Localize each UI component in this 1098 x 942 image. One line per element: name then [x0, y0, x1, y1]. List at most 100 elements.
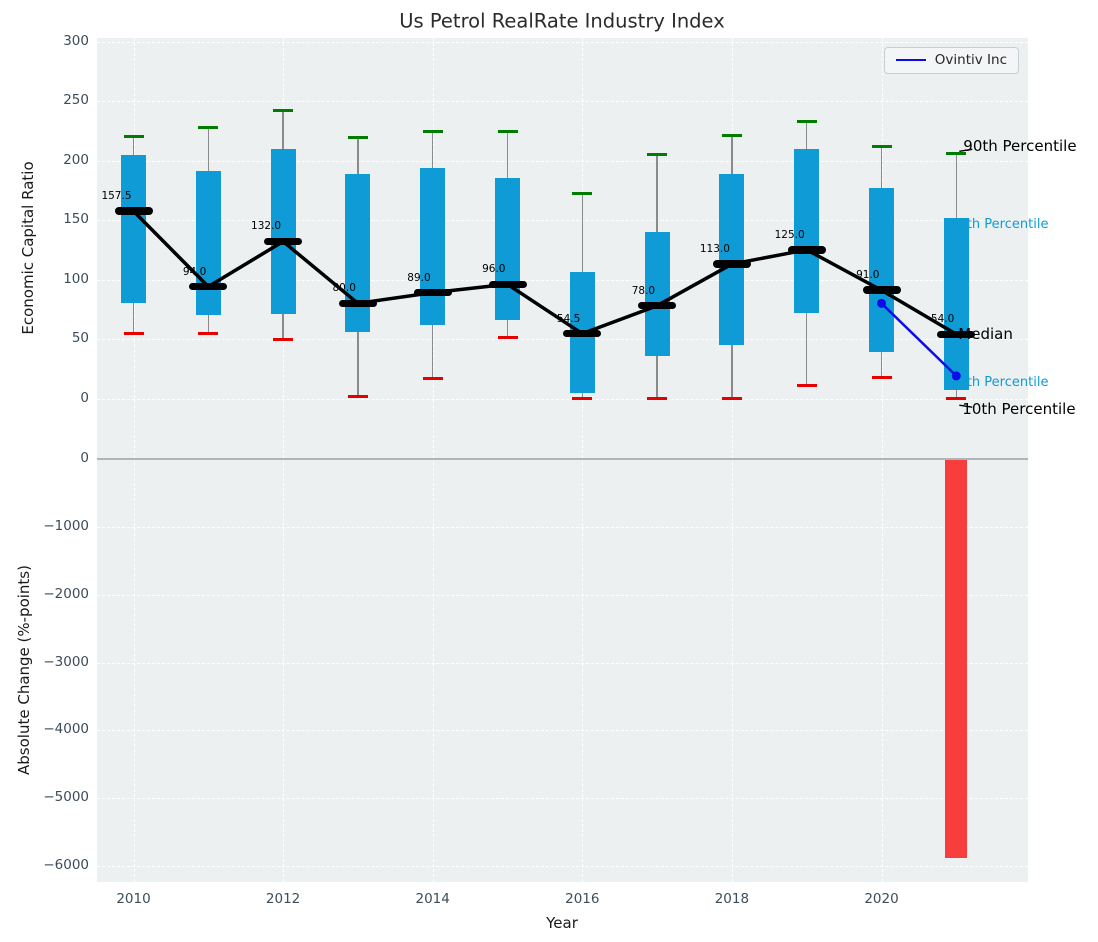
median-value-label-2010: 157.5 — [101, 190, 132, 203]
median-dash-2021 — [937, 330, 976, 338]
y-tick-label: −6000 — [43, 857, 89, 874]
p90-cap-2010 — [123, 135, 144, 139]
median-value-label-2012: 132.0 — [251, 220, 282, 233]
box-2011 — [195, 171, 221, 316]
gridline-h — [97, 41, 1028, 43]
x-tick-label: 2014 — [415, 891, 450, 907]
gridline-h — [97, 160, 1028, 162]
gridline-v — [582, 458, 584, 882]
gridline-v — [432, 458, 434, 882]
gridline-h — [97, 527, 1028, 529]
zero-baseline — [97, 457, 1028, 460]
boxplot-panel: Ovintiv Inc 0 50 100 150 200 250 300 157.5 94.0 1… — [63, 33, 1077, 458]
gridline-v — [283, 458, 285, 882]
top-y-axis-label: Economic Capital Ratio — [19, 161, 37, 335]
p10-cap-2015 — [497, 336, 518, 340]
median-value-label-2019: 125.0 — [774, 228, 805, 241]
y-tick-label: −1000 — [43, 518, 89, 535]
box-2020 — [869, 187, 894, 353]
p90-cap-2011 — [198, 125, 219, 129]
median-value-label-2013: 80.0 — [332, 282, 356, 295]
y-tick-label: −2000 — [43, 585, 89, 602]
median-dash-2018 — [712, 260, 751, 268]
company-line — [880, 302, 958, 377]
company-marker-2021 — [951, 371, 961, 381]
annotation-leader-line — [959, 404, 973, 408]
box-2012 — [270, 148, 296, 315]
median-dash-2014 — [413, 288, 452, 297]
legend-line-sample — [895, 59, 926, 61]
legend: Ovintiv Inc — [883, 47, 1019, 74]
x-tick-label: 2012 — [265, 891, 301, 907]
gridline-v — [731, 458, 733, 882]
p90-cap-2021 — [946, 151, 967, 155]
median-value-label-2020: 91.0 — [856, 269, 880, 282]
median-dash-2012 — [264, 237, 303, 246]
box-2018 — [719, 173, 745, 345]
box-2021 — [943, 217, 969, 391]
y-tick-label: 150 — [63, 211, 89, 228]
median-dash-2019 — [787, 246, 826, 254]
median-dash-2016 — [563, 329, 602, 338]
p10-cap-2016 — [572, 397, 593, 400]
y-tick-label: 200 — [63, 151, 89, 168]
annotation-leader-line — [959, 148, 973, 152]
median-dash-2015 — [488, 280, 527, 289]
gridline-h — [97, 730, 1028, 732]
gridline-h — [97, 798, 1028, 800]
p90-cap-2017 — [647, 153, 668, 157]
bar-2021 — [945, 459, 968, 858]
y-tick-label: 0 — [80, 389, 89, 406]
p90-cap-2018 — [721, 134, 742, 138]
annotation-10th-percentile: 10th Percentile — [962, 399, 1076, 418]
median-value-label-2014: 89.0 — [407, 271, 431, 284]
p90-cap-2015 — [497, 130, 518, 134]
p10-cap-2020 — [871, 375, 892, 379]
y-tick-label: 250 — [63, 92, 89, 109]
p90-cap-2014 — [422, 130, 443, 134]
annotation-90th-percentile: 90th Percentile — [963, 136, 1077, 155]
x-axis-label: Year — [546, 914, 578, 932]
y-tick-label: 100 — [63, 270, 89, 287]
x-tick-label: 2020 — [864, 891, 899, 907]
p10-cap-2013 — [347, 394, 368, 398]
annotation-median: Median — [958, 324, 1013, 343]
x-tick-label: 2010 — [116, 891, 151, 907]
chart-title: Us Petrol RealRate Industry Index — [399, 9, 725, 33]
company-marker-2020 — [877, 298, 886, 308]
p10-cap-2018 — [721, 397, 742, 400]
gridline-h — [97, 220, 1028, 222]
annotation-25th-percentile: 25th Percentile — [950, 374, 1049, 390]
y-tick-label: −3000 — [43, 653, 89, 670]
legend-label: Ovintiv Inc — [934, 52, 1007, 68]
gridline-h — [97, 398, 1028, 400]
y-tick-label: 0 — [80, 450, 89, 467]
p10-cap-2011 — [198, 331, 219, 335]
p90-cap-2016 — [572, 192, 593, 196]
median-value-label-2018: 113.0 — [699, 243, 730, 256]
gridline-h — [97, 866, 1028, 868]
median-value-label-2015: 96.0 — [482, 263, 506, 276]
x-tick-label: 2016 — [565, 891, 600, 907]
y-tick-label: −4000 — [43, 721, 89, 738]
p10-cap-2017 — [647, 397, 668, 400]
median-value-label-2021: 54.0 — [930, 313, 955, 326]
median-value-label-2016: 54.5 — [556, 312, 581, 325]
gridline-h — [97, 594, 1028, 596]
bottom-y-axis-label: Absolute Change (%-points) — [15, 565, 33, 775]
p10-cap-2010 — [123, 331, 144, 335]
lines-overlay — [132, 148, 973, 408]
gridline-v — [133, 458, 135, 882]
box-2010 — [121, 154, 146, 304]
box-2014 — [420, 167, 446, 325]
p90-cap-2019 — [796, 119, 817, 123]
gridline-h — [97, 339, 1028, 341]
p90-cap-2013 — [347, 136, 368, 140]
gridline-h — [97, 662, 1028, 664]
box-2019 — [794, 148, 820, 313]
annotation-75th-percentile: 75th Percentile — [950, 216, 1049, 232]
median-dash-2017 — [638, 301, 677, 310]
median-dash-2013 — [338, 299, 377, 308]
box-2017 — [644, 231, 670, 356]
